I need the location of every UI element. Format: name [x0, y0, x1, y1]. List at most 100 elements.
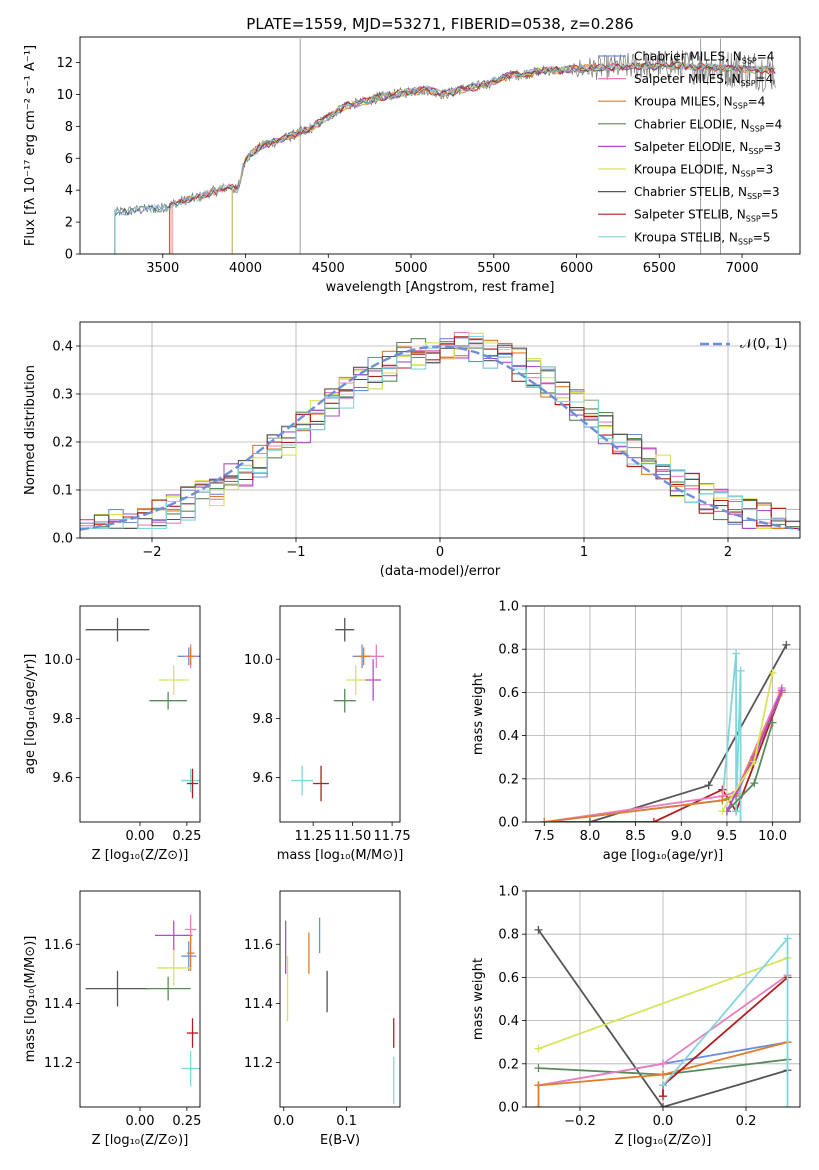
x-tick-label: 11.25 [295, 829, 332, 844]
y-tick-label: 9.6 [252, 771, 273, 786]
x-tick-label: 0.25 [172, 829, 201, 844]
y-tick-label: 9.6 [52, 771, 73, 786]
data-spectrum-line [114, 49, 776, 216]
y-tick-label: 0.2 [498, 772, 519, 787]
x-axis-label: age [log₁₀(age/yr)] [603, 848, 724, 863]
y-tick-label: 0 [65, 248, 73, 263]
figure-title: PLATE=1559, MJD=53271, FIBERID=0538, z=0… [246, 15, 633, 33]
massweight-marker-kroupa_elodie [534, 1044, 543, 1053]
x-tick-label: 9.5 [717, 829, 738, 844]
y-axis-label: age [log₁₀(age/yr)] [23, 654, 38, 775]
massweight-marker-kroupa_elodie [768, 668, 777, 677]
massweight-marker-kroupa_miles [534, 1081, 543, 1090]
y-tick-label: 11.2 [244, 1056, 273, 1071]
massweight-line-chabrier_stelib [537, 929, 788, 1107]
x-tick-label: −0.2 [564, 1114, 596, 1129]
model-line-kroupa_stelib [114, 61, 774, 254]
massweight_vs_age-frame [525, 605, 801, 823]
massweight-marker-chabrier_stelib [704, 781, 713, 790]
y-tick-label: 0.0 [52, 532, 73, 547]
y-tick-label: 0.8 [498, 643, 519, 658]
massweight-marker-chabrier_stelib [585, 818, 594, 822]
x-tick-label: 0.2 [736, 1114, 757, 1129]
spectrum-plot-area [114, 38, 776, 254]
x-tick-label: 11.50 [334, 829, 371, 844]
massweight-line-chabrier_stelib [589, 644, 788, 822]
legend-label: Chabrier ELODIE, NSSP=4 [634, 117, 782, 133]
massweight-marker-chabrier_stelib [782, 640, 791, 649]
y-tick-label: 0.4 [498, 729, 519, 744]
massweight-marker-chabrier_elodie [768, 718, 777, 727]
legend-label: Kroupa STELIB, NSSP=5 [634, 230, 771, 246]
x-axis-label: mass [log₁₀(M/M⊙)] [277, 848, 404, 863]
y-tick-label: 0.6 [498, 686, 519, 701]
x-tick-label: 11.75 [373, 829, 410, 844]
massweight-marker-chabrier_stelib [659, 1103, 667, 1107]
x-tick-label: 1 [580, 545, 588, 560]
y-tick-label: 11.6 [44, 938, 73, 953]
massweight-marker-kroupa_stelib [783, 934, 792, 943]
x-tick-label: 3500 [146, 261, 179, 276]
legend-label: Salpeter STELIB, NSSP=5 [634, 208, 778, 224]
spectrum-axes [76, 36, 801, 258]
residuals-axes [76, 321, 801, 542]
x-tick-label: 2 [724, 545, 732, 560]
x-tick-label: 0.0 [273, 1114, 294, 1129]
massweight_vs_Z-axes [522, 890, 801, 1111]
age_vs_Z-plot-area [85, 617, 200, 799]
x-tick-label: 8.0 [580, 829, 601, 844]
massweight-marker-chabrier_elodie [534, 1064, 543, 1073]
y-axis-label: mass [log₁₀(M/M⊙)] [23, 936, 38, 1063]
legend-label: Kroupa MILES, NSSP=4 [634, 95, 765, 111]
x-tick-label: 5500 [477, 261, 510, 276]
massweight-line-chabrier_miles [544, 692, 783, 822]
x-tick-label: 4000 [229, 261, 262, 276]
y-tick-label: 0.4 [498, 1014, 519, 1029]
massweight-line-kroupa_miles [544, 692, 783, 822]
massweight-line-kroupa_stelib [662, 936, 789, 1107]
y-tick-label: 6 [65, 152, 73, 167]
massweight-marker-salpeter_elodie [777, 686, 786, 695]
massweight-marker-kroupa_stelib [783, 1103, 792, 1107]
y-tick-label: 1.0 [498, 600, 519, 615]
massweight-marker-kroupa_stelib [732, 807, 741, 816]
x-tick-label: 7000 [726, 261, 759, 276]
age_vs_mass-frame [279, 605, 401, 823]
massweight-marker-chabrier_stelib [534, 925, 543, 934]
mass_vs_Z-frame [79, 890, 201, 1108]
y-tick-label: 9.8 [52, 712, 73, 727]
x-tick-label: 4500 [312, 261, 345, 276]
gaussian-curve [80, 345, 800, 531]
massweight-marker-salpeter_stelib [659, 1092, 667, 1101]
massweight-marker-kroupa_miles [540, 818, 549, 822]
y-tick-label: 10.0 [44, 653, 73, 668]
y-tick-label: 8 [65, 120, 73, 135]
y-tick-label: 0.2 [498, 1057, 519, 1072]
x-tick-label: 6500 [643, 261, 676, 276]
model-line-chabrier_stelib [114, 61, 774, 254]
massweight_vs_Z-plot-area [534, 925, 792, 1107]
y-axis-label: mass weight [471, 673, 486, 755]
y-axis-label: mass weight [471, 958, 486, 1040]
massweight-line-salpeter_stelib [662, 976, 789, 1097]
mass_vs_ebv-plot-area [285, 917, 395, 1105]
massweight-marker-kroupa_elodie [750, 757, 759, 766]
y-tick-label: 10.0 [244, 653, 273, 668]
x-tick-label: 5000 [394, 261, 427, 276]
legend-label-gauss: 𝒩(0, 1) [740, 337, 787, 352]
x-tick-label: 0 [436, 545, 444, 560]
y-tick-label: 11.4 [44, 997, 73, 1012]
y-tick-label: 1.0 [498, 885, 519, 900]
age_vs_Z-axes [76, 605, 201, 826]
y-tick-label: 0.8 [498, 928, 519, 943]
y-tick-label: 10 [56, 88, 73, 103]
y-tick-label: 11.6 [244, 938, 273, 953]
massweight_vs_age-plot-area [540, 640, 791, 822]
legend-label: Chabrier MILES, NSSP=4 [634, 50, 774, 66]
y-tick-label: 0.6 [498, 971, 519, 986]
y-tick-label: 0.3 [52, 388, 73, 403]
y-tick-label: 0.0 [498, 816, 519, 831]
x-tick-label: 0.00 [126, 1114, 155, 1129]
massweight-line-kroupa_stelib [544, 653, 742, 822]
massweight-marker-kroupa_elodie [718, 807, 727, 816]
